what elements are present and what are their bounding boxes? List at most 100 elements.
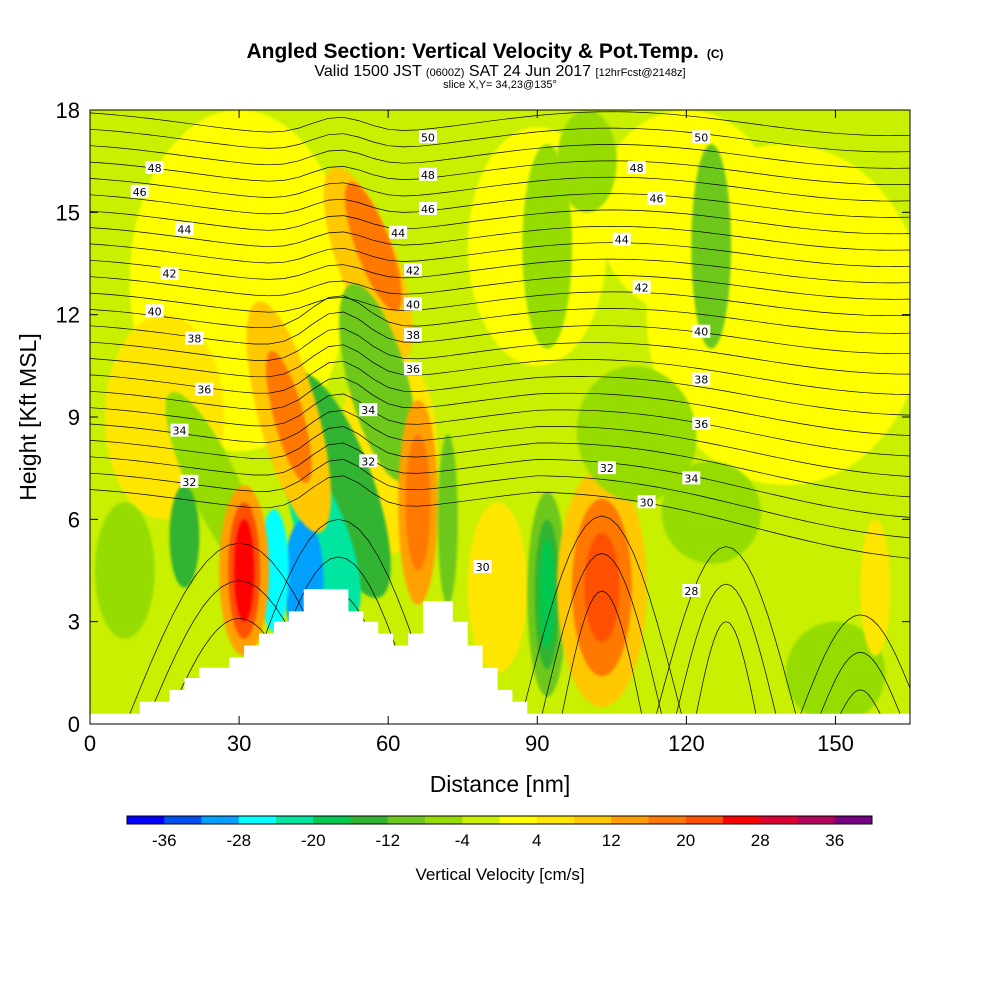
isentrope-label: 38 — [692, 372, 711, 386]
isentrope-label: 40 — [145, 304, 164, 318]
isentrope-label: 42 — [404, 263, 423, 277]
isentrope-line — [695, 621, 757, 714]
isentrope-label: 44 — [175, 222, 194, 236]
colorbar-swatch — [536, 816, 575, 824]
isentrope-line — [90, 176, 910, 202]
colorbar-swatch — [834, 816, 873, 824]
y-tick-label: 6 — [68, 507, 80, 532]
svg-text:48: 48 — [630, 162, 644, 175]
velocity-cell — [467, 502, 528, 673]
velocity-cell — [691, 144, 732, 349]
isentrope-line — [90, 295, 910, 334]
svg-text:36: 36 — [694, 418, 708, 431]
isentrope-label: 32 — [180, 474, 199, 489]
colorbar-swatch — [797, 816, 836, 824]
svg-text:48: 48 — [421, 169, 435, 182]
velocity-cell — [405, 434, 431, 571]
colorbar-tick-label: 36 — [825, 831, 844, 850]
isentrope-label: 34 — [359, 403, 378, 417]
x-tick-label: 150 — [817, 731, 854, 756]
svg-text:32: 32 — [182, 476, 196, 489]
isentrope-label: 46 — [418, 201, 437, 216]
velocity-cell — [94, 502, 155, 639]
isentrope-label: 30 — [473, 560, 492, 574]
isentrope-line — [676, 583, 777, 714]
x-tick-label: 90 — [525, 731, 549, 756]
isentrope-line — [90, 360, 910, 416]
colorbar-swatch — [350, 816, 389, 824]
colorbar-swatch — [760, 816, 798, 824]
x-axis-label: Distance [nm] — [430, 771, 571, 797]
isentrope-label: 34 — [682, 471, 701, 485]
svg-text:42: 42 — [406, 264, 420, 277]
svg-text:38: 38 — [694, 373, 708, 386]
isentrope-label: 48 — [145, 160, 164, 175]
colorbar-swatch — [127, 816, 165, 824]
isentrope-label: 50 — [418, 130, 437, 144]
colorbar-tick-label: 4 — [532, 831, 541, 850]
colorbar-swatch — [276, 816, 314, 824]
svg-text:48: 48 — [148, 162, 162, 175]
svg-text:50: 50 — [421, 131, 435, 144]
isentrope-line — [90, 328, 910, 375]
velocity-cell — [234, 519, 254, 622]
isentrope-label: 48 — [627, 160, 646, 175]
x-tick-label: 60 — [376, 731, 400, 756]
velocity-cell — [169, 485, 200, 588]
colorbar-swatch — [462, 816, 500, 824]
y-tick-label: 9 — [68, 405, 80, 430]
colorbar-swatch — [164, 816, 202, 824]
isentrope-line — [90, 160, 910, 186]
velocity-cell — [266, 350, 312, 484]
y-tick-label: 18 — [56, 98, 80, 123]
isentrope-line — [90, 377, 910, 436]
colorbar-swatch — [574, 816, 612, 824]
svg-text:38: 38 — [406, 329, 420, 342]
svg-text:46: 46 — [421, 203, 435, 216]
isentrope-label: 36 — [404, 362, 423, 376]
velocity-cell — [661, 461, 761, 564]
svg-text:40: 40 — [148, 305, 162, 318]
svg-text:32: 32 — [361, 455, 375, 468]
isentrope-line — [90, 409, 910, 477]
isentrope-label: 44 — [389, 225, 408, 240]
isentrope-label: 32 — [359, 454, 378, 468]
isentrope-label: 50 — [692, 130, 711, 144]
chart-subtitle: Valid 1500 JST (0600Z) SAT 24 Jun 2017 [… — [314, 63, 685, 80]
velocity-cell — [860, 519, 891, 656]
x-tick-label: 30 — [227, 731, 251, 756]
colorbar: -36 -28 -20 -12 -4 4 12 20 28 36 — [126, 815, 873, 850]
colorbar-swatch — [685, 816, 724, 824]
isentrope-line — [90, 442, 910, 518]
velocity-cell — [344, 182, 402, 311]
y-tick-label: 12 — [56, 303, 80, 328]
isentrope-line — [90, 258, 910, 284]
terrain-mask — [90, 589, 910, 724]
isentrope-lines — [90, 111, 910, 714]
isentrope-line — [90, 344, 910, 395]
y-tick-label: 15 — [56, 200, 80, 225]
isentrope-line — [541, 553, 662, 714]
isentrope-line — [90, 242, 910, 267]
isentrope-line — [656, 546, 797, 714]
svg-text:34: 34 — [172, 425, 186, 438]
isentrope-line — [800, 614, 910, 714]
isentrope-line — [90, 291, 910, 317]
svg-text:30: 30 — [640, 496, 654, 509]
svg-text:42: 42 — [163, 268, 177, 281]
colorbar-tick-label: -28 — [226, 831, 251, 850]
colorbar-swatch — [499, 816, 538, 824]
velocity-cell — [539, 539, 555, 649]
isentrope-label: 36 — [195, 382, 214, 397]
isentrope-label: 48 — [418, 167, 437, 182]
velocity-cell — [785, 621, 886, 724]
svg-text:32: 32 — [600, 462, 614, 475]
x-tick-label: 120 — [668, 731, 705, 756]
isentrope-label: 46 — [647, 191, 666, 206]
isentrope-line — [820, 652, 901, 714]
y-tick-label: 3 — [68, 610, 80, 635]
colorbar-tick-label: -36 — [152, 831, 177, 850]
isentrope-label: 42 — [160, 266, 179, 281]
svg-text:36: 36 — [406, 363, 420, 376]
